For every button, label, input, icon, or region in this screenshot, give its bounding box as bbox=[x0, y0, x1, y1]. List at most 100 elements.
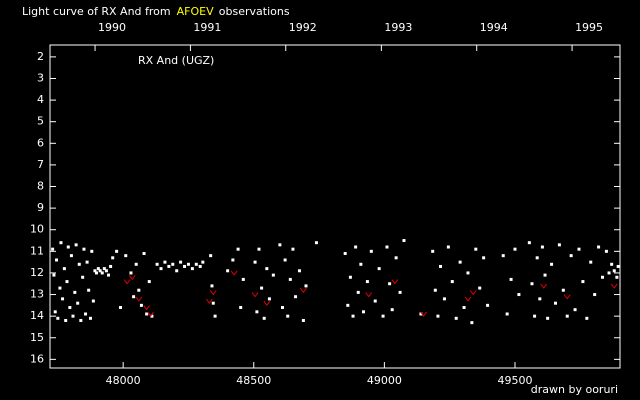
upper-limit-mark bbox=[128, 274, 136, 281]
observation-point bbox=[253, 260, 257, 264]
observation-point bbox=[66, 245, 70, 249]
observation-point bbox=[458, 260, 462, 264]
observation-point bbox=[163, 260, 167, 264]
observation-point bbox=[68, 306, 72, 310]
observation-point bbox=[239, 306, 243, 310]
y-tick-label: 4 bbox=[37, 93, 44, 106]
x-tick-label: 48000 bbox=[106, 374, 141, 387]
observation-point bbox=[77, 262, 81, 266]
observation-point bbox=[482, 256, 486, 260]
upper-limit-mark bbox=[299, 287, 307, 294]
observation-point bbox=[585, 316, 589, 320]
observation-point bbox=[439, 264, 443, 268]
observation-point bbox=[129, 271, 133, 275]
observation-point bbox=[260, 286, 264, 290]
observation-point bbox=[398, 290, 402, 294]
top-tick-label: 1993 bbox=[384, 21, 412, 34]
observation-point bbox=[210, 284, 214, 288]
upper-limit-mark bbox=[135, 296, 143, 302]
observation-point bbox=[356, 290, 360, 294]
observation-point bbox=[365, 280, 369, 284]
observation-point bbox=[550, 262, 554, 266]
observation-point bbox=[209, 254, 213, 258]
upper-limit-mark bbox=[147, 311, 154, 317]
observation-point bbox=[201, 260, 205, 264]
observation-point bbox=[301, 318, 305, 322]
observation-point bbox=[294, 295, 298, 299]
observation-point bbox=[132, 295, 136, 299]
y-tick-label: 11 bbox=[30, 244, 44, 257]
observation-point bbox=[65, 280, 69, 284]
annotation: RX And (UGZ) bbox=[138, 54, 214, 67]
x-tick-label: 49000 bbox=[367, 374, 402, 387]
observation-point bbox=[530, 282, 534, 286]
observation-point bbox=[71, 314, 75, 318]
observation-point bbox=[175, 269, 179, 273]
y-tick-label: 6 bbox=[37, 136, 44, 149]
observation-point bbox=[167, 264, 171, 268]
observation-point bbox=[262, 316, 266, 320]
observation-point bbox=[100, 271, 104, 275]
observation-point bbox=[55, 258, 59, 262]
upper-limit-mark bbox=[420, 311, 427, 317]
observation-point bbox=[543, 273, 547, 277]
upper-limit-mark bbox=[209, 290, 217, 296]
x-tick-label: 48500 bbox=[236, 374, 271, 387]
chart-title: Light curve of RX And from AFOEV observati… bbox=[22, 5, 290, 18]
observation-point bbox=[56, 316, 60, 320]
observation-point bbox=[147, 280, 151, 284]
observation-point bbox=[102, 267, 106, 271]
observation-point bbox=[76, 301, 80, 305]
observation-point bbox=[93, 269, 97, 273]
upper-limit-mark bbox=[391, 279, 399, 285]
observation-point bbox=[61, 297, 65, 301]
observation-point bbox=[533, 314, 537, 318]
observation-point bbox=[540, 245, 544, 249]
upper-limit-mark bbox=[123, 279, 131, 285]
observation-point bbox=[267, 297, 271, 301]
observation-point bbox=[58, 286, 62, 290]
observation-point bbox=[607, 271, 611, 275]
upper-limit-mark bbox=[540, 283, 548, 289]
observation-point bbox=[226, 269, 230, 273]
upper-limit-mark bbox=[143, 305, 151, 311]
y-tick-label: 14 bbox=[30, 309, 44, 322]
observation-point bbox=[565, 314, 569, 318]
observation-point bbox=[604, 249, 608, 253]
observation-point bbox=[51, 247, 55, 251]
observation-point bbox=[466, 271, 470, 275]
observation-point bbox=[198, 264, 202, 268]
observation-point bbox=[142, 251, 146, 255]
upper-limit-mark bbox=[230, 270, 238, 276]
observation-point bbox=[581, 280, 585, 284]
observation-point bbox=[265, 267, 269, 271]
observation-point bbox=[373, 299, 377, 303]
observation-point bbox=[474, 247, 478, 251]
observation-point bbox=[478, 286, 482, 290]
observation-point bbox=[462, 306, 466, 310]
observation-point bbox=[436, 314, 440, 318]
observation-point bbox=[561, 288, 565, 292]
observation-point bbox=[280, 306, 284, 310]
observation-point bbox=[314, 241, 318, 245]
observation-point bbox=[597, 245, 601, 249]
upper-limit-mark bbox=[469, 290, 477, 296]
observation-point bbox=[348, 275, 352, 279]
observation-point bbox=[419, 312, 423, 316]
observation-point bbox=[577, 247, 581, 251]
observation-point bbox=[82, 247, 86, 251]
observation-point bbox=[385, 245, 389, 249]
top-tick-label: 1991 bbox=[193, 21, 221, 34]
observation-point bbox=[288, 277, 292, 281]
title-part: Light curve of RX And from bbox=[22, 5, 171, 18]
observation-point bbox=[257, 247, 261, 251]
observation-point bbox=[155, 262, 159, 266]
observation-point bbox=[139, 303, 143, 307]
upper-limit-mark bbox=[563, 294, 571, 300]
observation-point bbox=[79, 318, 83, 322]
top-tick-label: 1992 bbox=[289, 21, 317, 34]
observation-point bbox=[377, 267, 381, 271]
observation-point bbox=[286, 314, 290, 318]
y-tick-label: 8 bbox=[37, 180, 44, 193]
observation-point bbox=[137, 288, 141, 292]
